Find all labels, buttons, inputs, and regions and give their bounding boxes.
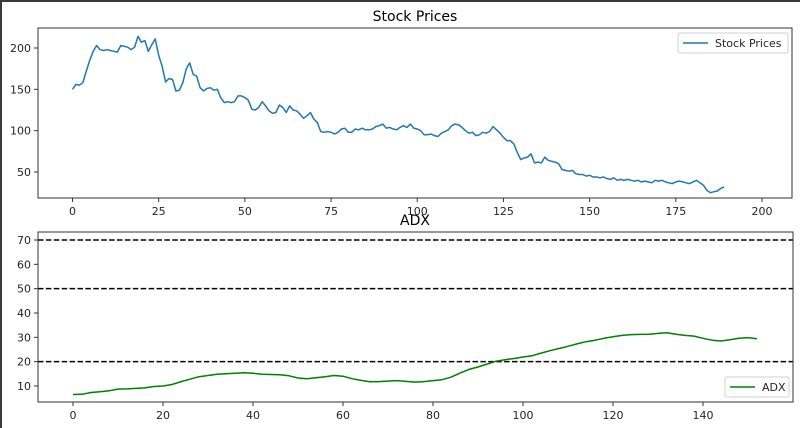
series-line xyxy=(71,35,725,194)
legend-label: Stock Prices xyxy=(715,37,782,50)
y-tick-label: 60 xyxy=(17,258,31,271)
x-tick-label: 100 xyxy=(513,409,534,422)
x-tick-label: 0 xyxy=(69,205,76,218)
x-tick-label: 40 xyxy=(246,409,260,422)
x-tick-label: 75 xyxy=(324,205,338,218)
adx-axes: ADX 0 20 40 60 80 100 120 140 10 20 30 40 50 60 70 ADX xyxy=(17,213,794,422)
adx-plot-area: 0 20 40 60 80 100 120 140 10 20 30 40 50 60 70 xyxy=(17,231,794,422)
x-tick-label: 175 xyxy=(665,205,686,218)
window-frame-top xyxy=(0,0,800,2)
series-line xyxy=(72,331,758,396)
y-tick-label: 20 xyxy=(17,356,31,369)
x-tick-label: 50 xyxy=(238,205,252,218)
stock-prices-plot-area: 0 25 50 75 100 125 150 175 200 50 100 150 200 xyxy=(10,27,793,218)
axes-frame xyxy=(37,231,794,403)
x-tick-label: 100 xyxy=(407,205,428,218)
x-tick-label: 60 xyxy=(336,409,350,422)
stock-prices-axes: Stock Prices 0 25 50 75 100 125 150 175 200 50 100… xyxy=(10,9,793,218)
stock-prices-title: Stock Prices xyxy=(373,9,458,25)
axes-frame xyxy=(37,27,793,199)
y-tick-label: 30 xyxy=(17,331,31,344)
stock-prices-legend: Stock Prices xyxy=(677,32,789,54)
y-tick-label: 100 xyxy=(10,125,31,138)
y-tick-label: 50 xyxy=(17,283,31,296)
y-tick-label: 50 xyxy=(17,166,31,179)
adx-legend: ADX xyxy=(724,376,790,398)
x-tick-label: 0 xyxy=(70,409,77,422)
x-tick-label: 20 xyxy=(156,409,170,422)
x-tick-label: 80 xyxy=(426,409,440,422)
y-tick-label: 70 xyxy=(17,234,31,247)
legend-box xyxy=(724,376,790,398)
x-tick-label: 140 xyxy=(693,409,714,422)
adx-title: ADX xyxy=(400,213,430,229)
x-tick-label: 200 xyxy=(752,205,773,218)
x-tick-label: 120 xyxy=(603,409,624,422)
y-tick-label: 200 xyxy=(10,42,31,55)
window-frame-left xyxy=(0,0,2,428)
y-tick-label: 150 xyxy=(10,83,31,96)
y-tick-label: 40 xyxy=(17,307,31,320)
legend-box xyxy=(677,32,789,54)
x-tick-label: 150 xyxy=(579,205,600,218)
x-tick-label: 125 xyxy=(493,205,514,218)
legend-label: ADX xyxy=(762,381,786,394)
x-tick-label: 25 xyxy=(152,205,166,218)
y-tick-label: 10 xyxy=(17,380,31,393)
